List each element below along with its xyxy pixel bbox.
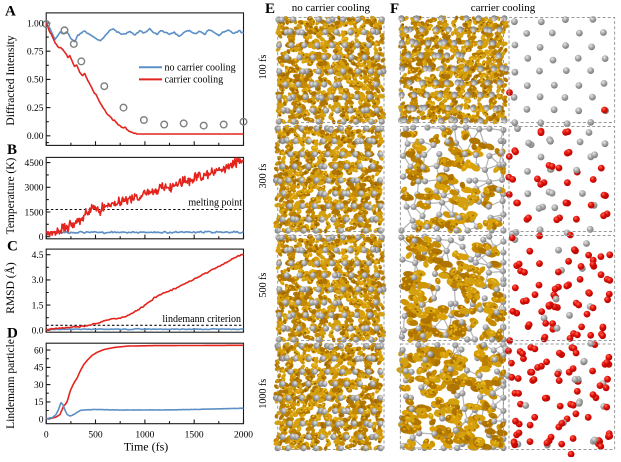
svg-text:15: 15 [34, 398, 44, 408]
svg-text:3000: 3000 [25, 184, 44, 194]
svg-text:45: 45 [34, 364, 44, 374]
svg-text:no carrier cooling: no carrier cooling [165, 63, 236, 74]
svg-text:60: 60 [34, 346, 44, 356]
svg-text:3.0: 3.0 [32, 276, 44, 286]
svg-text:F: F [390, 1, 399, 17]
svg-text:Lindemann particle: Lindemann particle [5, 339, 17, 429]
svg-text:1000 fs: 1000 fs [258, 379, 269, 409]
svg-text:30: 30 [34, 381, 44, 391]
svg-text:carrier cooling: carrier cooling [471, 2, 536, 14]
svg-text:0.25: 0.25 [27, 104, 44, 114]
svg-text:500 fs: 500 fs [258, 273, 269, 298]
svg-text:500: 500 [88, 431, 103, 441]
svg-text:RMSD (Å): RMSD (Å) [3, 262, 17, 314]
svg-text:lindemann criterion: lindemann criterion [162, 314, 241, 325]
svg-text:D: D [7, 326, 18, 342]
svg-text:melting point: melting point [188, 198, 242, 209]
svg-text:Temperature (K): Temperature (K) [5, 157, 17, 234]
svg-text:1.5: 1.5 [32, 301, 44, 311]
svg-text:C: C [7, 239, 18, 255]
svg-text:0.75: 0.75 [27, 48, 44, 58]
svg-text:1500: 1500 [185, 431, 204, 441]
svg-text:1000: 1000 [135, 431, 154, 441]
svg-text:0: 0 [39, 233, 44, 243]
svg-text:4500: 4500 [25, 159, 44, 169]
svg-text:300 fs: 300 fs [258, 164, 269, 189]
svg-text:1500: 1500 [25, 208, 44, 218]
svg-text:0: 0 [44, 431, 49, 441]
svg-text:0.50: 0.50 [27, 76, 44, 86]
svg-text:Diffracted Intensity: Diffracted Intensity [5, 35, 17, 125]
svg-text:A: A [5, 4, 16, 20]
svg-text:4.5: 4.5 [32, 251, 44, 261]
svg-text:1.00: 1.00 [27, 19, 44, 29]
svg-text:E: E [265, 1, 275, 17]
svg-text:0: 0 [39, 415, 44, 425]
svg-text:0.00: 0.00 [27, 132, 44, 142]
svg-text:2000: 2000 [234, 431, 253, 441]
svg-text:0.0: 0.0 [32, 327, 44, 337]
svg-text:carrier cooling: carrier cooling [165, 75, 224, 86]
svg-text:Time (fs): Time (fs) [124, 440, 169, 454]
svg-text:100 fs: 100 fs [258, 55, 269, 80]
svg-text:no carrier cooling: no carrier cooling [292, 2, 371, 14]
svg-text:B: B [7, 142, 17, 158]
